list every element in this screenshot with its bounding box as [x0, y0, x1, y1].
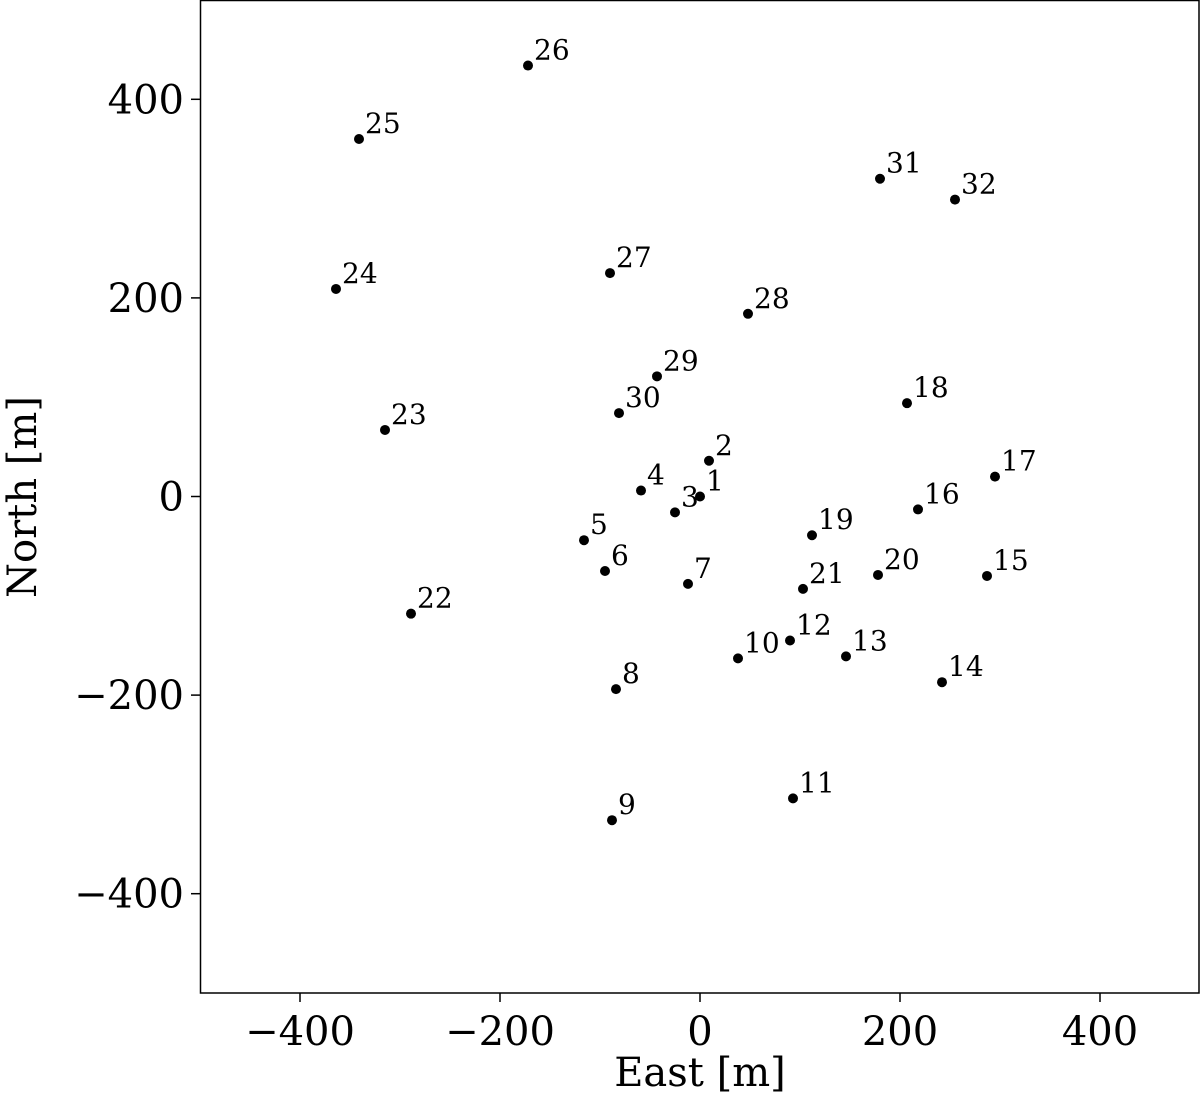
- point: [875, 173, 885, 184]
- point: [807, 530, 817, 541]
- y-tick-label: −200: [74, 673, 184, 719]
- point-label: 17: [1001, 445, 1037, 478]
- point-label: 32: [961, 168, 997, 201]
- point: [798, 583, 808, 594]
- point: [788, 793, 798, 804]
- point-label: 8: [622, 657, 640, 690]
- x-tick-label: 200: [862, 1009, 938, 1055]
- point-label: 27: [616, 241, 652, 274]
- point-label: 14: [948, 650, 984, 683]
- point: [902, 398, 912, 409]
- point: [331, 283, 341, 294]
- point-label: 19: [818, 503, 854, 536]
- point-label: 5: [590, 508, 608, 541]
- point: [950, 194, 960, 205]
- y-tick-label: 400: [108, 77, 184, 123]
- point: [652, 371, 662, 382]
- point-label: 4: [647, 459, 665, 492]
- point-label: 3: [681, 480, 699, 513]
- point: [982, 570, 992, 581]
- point-label: 22: [417, 582, 453, 615]
- point-label: 24: [342, 257, 378, 290]
- point-label: 16: [924, 477, 960, 510]
- point: [695, 491, 705, 502]
- y-axis-label: North [m]: [0, 396, 46, 598]
- point: [579, 535, 589, 546]
- point-label: 18: [913, 371, 949, 404]
- point-label: 23: [391, 398, 427, 431]
- point: [785, 635, 795, 646]
- y-tick-label: 200: [108, 276, 184, 322]
- x-tick-label: 400: [1062, 1009, 1138, 1055]
- point: [990, 471, 1000, 482]
- point-label: 2: [715, 429, 733, 462]
- point: [611, 684, 621, 695]
- point-label: 12: [796, 608, 832, 641]
- point-label: 11: [799, 766, 835, 799]
- point: [406, 608, 416, 619]
- point-label: 6: [611, 539, 629, 572]
- y-tick-label: 0: [159, 475, 184, 521]
- point-label: 26: [534, 34, 570, 67]
- x-tick-label: 0: [687, 1009, 712, 1055]
- point: [841, 651, 851, 662]
- point-label: 10: [744, 626, 780, 659]
- point-label: 7: [694, 552, 712, 585]
- point-label: 31: [886, 147, 922, 180]
- point: [636, 485, 646, 496]
- point: [683, 578, 693, 589]
- point: [380, 424, 390, 435]
- point: [743, 308, 753, 319]
- point-label: 15: [993, 544, 1029, 577]
- point-label: 1: [706, 465, 724, 498]
- point: [605, 268, 615, 279]
- point: [607, 815, 617, 826]
- point: [614, 408, 624, 419]
- point-label: 30: [625, 381, 661, 414]
- point-label: 28: [754, 282, 790, 315]
- point: [600, 565, 610, 576]
- point: [670, 507, 680, 518]
- x-tick-label: −200: [445, 1009, 555, 1055]
- point-label: 25: [365, 107, 401, 140]
- point-label: 20: [884, 543, 920, 576]
- point: [523, 60, 533, 71]
- point: [873, 569, 883, 580]
- x-tick-label: −400: [245, 1009, 355, 1055]
- point: [733, 653, 743, 664]
- point-label: 13: [852, 624, 888, 657]
- point-label: 21: [809, 557, 845, 590]
- point-label: 29: [663, 344, 699, 377]
- point-label: 9: [618, 788, 636, 821]
- x-axis-label: East [m]: [614, 1050, 786, 1096]
- point: [913, 504, 923, 515]
- y-tick-label: −400: [74, 872, 184, 918]
- point: [354, 134, 364, 145]
- point: [937, 677, 947, 688]
- point: [704, 455, 714, 466]
